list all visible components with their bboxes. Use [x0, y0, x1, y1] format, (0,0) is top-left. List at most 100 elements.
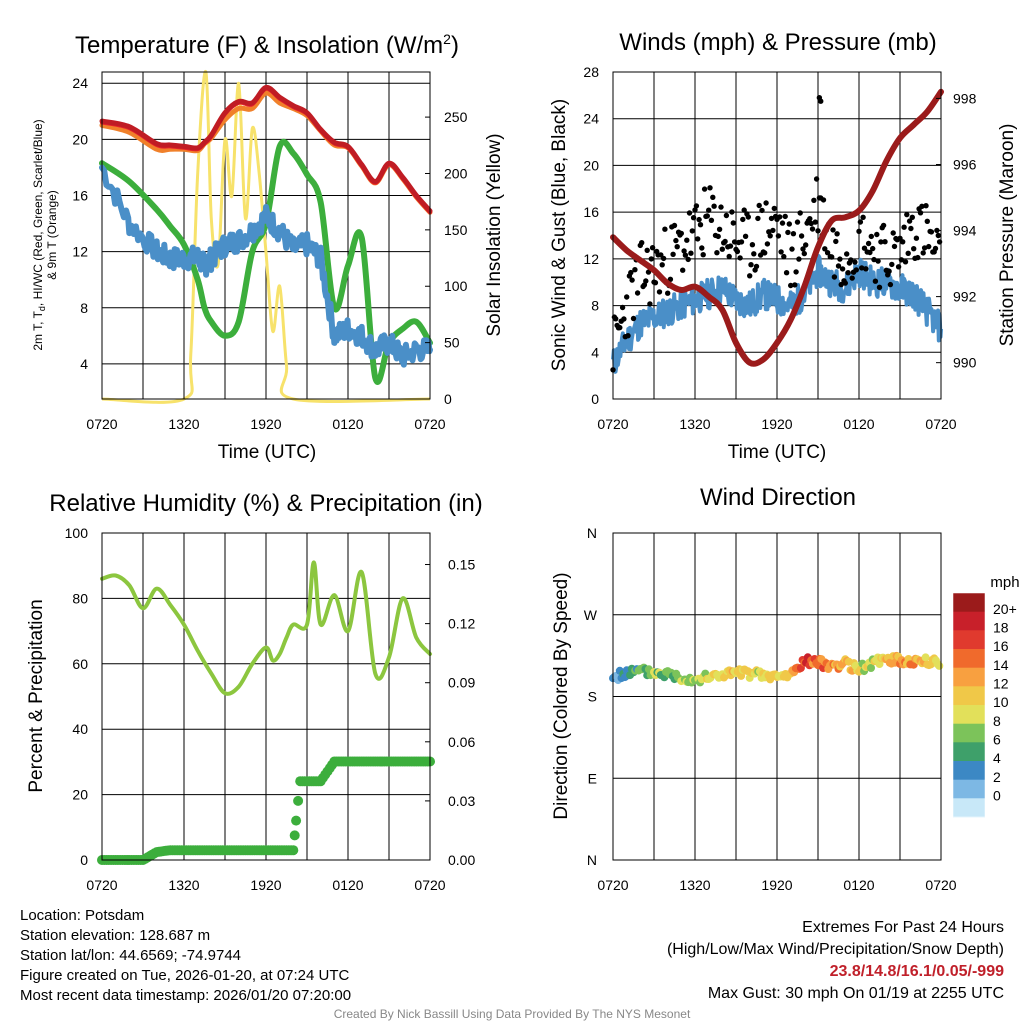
y2-tick-label: 0.03	[448, 793, 475, 809]
x-tick-label: 0120	[332, 416, 363, 432]
tdew-line	[99, 164, 433, 368]
gust-point	[808, 220, 814, 227]
gust-point	[789, 246, 795, 252]
gust-point	[859, 265, 865, 271]
gust-point	[768, 215, 775, 222]
gust-point	[688, 250, 694, 256]
2m-t-line	[99, 84, 433, 214]
gust-point	[697, 222, 704, 228]
gust-point	[835, 263, 842, 269]
gust-point	[707, 185, 713, 191]
extremes-values: 23.8/14.8/16.1/0.05/-999	[829, 963, 1004, 980]
y2-tick-label: 50	[444, 335, 460, 351]
y2-tick-label: 0.09	[448, 675, 475, 691]
gust-point	[824, 250, 831, 256]
gust-point	[625, 333, 631, 339]
direction-point	[921, 653, 930, 662]
x-tick-label: 0720	[925, 877, 956, 893]
temperature-panel: Temperature (F) & Insolation (W/m2) 4 8 12…	[31, 31, 505, 463]
gust-point	[919, 203, 925, 209]
gust-point	[715, 233, 721, 240]
temperature-panel-title: Temperature (F) & Insolation (W/m2)	[75, 31, 459, 59]
gust-point	[734, 248, 741, 255]
x-tick-label: 0720	[597, 877, 628, 893]
gust-point	[861, 245, 868, 251]
station-info: Location: Potsdam Station elevation: 128…	[20, 906, 351, 1006]
gust-point	[890, 230, 896, 236]
recent-timestamp-text: Most recent data timestamp: 2026/01/20 0…	[20, 987, 352, 1004]
gust-point	[775, 233, 782, 239]
gust-point	[923, 203, 929, 209]
wet-bulb-line	[99, 138, 433, 385]
gust-point	[889, 261, 895, 268]
sonic-wind-line	[611, 253, 943, 374]
x-tick-label: 1920	[250, 877, 281, 893]
y-tick-label: 12	[72, 244, 88, 260]
gust-point	[833, 238, 839, 245]
x-tick-label: 0720	[86, 416, 117, 432]
gust-point	[753, 263, 760, 270]
y-tick-label: 100	[65, 525, 89, 541]
humidity-panel-title: Relative Humidity (%) & Precipitation (i…	[49, 490, 482, 517]
gust-point	[788, 282, 794, 289]
gust-point	[644, 247, 650, 253]
gust-point	[624, 294, 630, 300]
gust-point	[660, 255, 667, 262]
insolation-y-label: Solar Insolation (Yellow)	[484, 133, 505, 336]
gust-point	[755, 215, 761, 222]
gust-point	[762, 250, 768, 256]
insolation-y-ticks: 0 50 100 150 200 250	[425, 109, 468, 407]
direction-point	[935, 661, 944, 670]
gust-point	[830, 227, 836, 233]
direction-point	[737, 671, 746, 680]
gust-point	[928, 229, 935, 235]
gust-point	[790, 231, 797, 237]
gust-point	[777, 214, 783, 220]
gust-point	[783, 270, 790, 276]
y-tick-label: 4	[591, 344, 599, 360]
location-text: Location: Potsdam	[20, 907, 145, 924]
colorbar-label: 16	[993, 638, 1009, 654]
gust-point	[674, 244, 680, 250]
gust-point	[662, 226, 668, 232]
temperature-y-label-line1: 2m T, Td, HI/WC (Red, Green, Scarlet/Blu…	[31, 119, 47, 350]
gust-point	[748, 262, 754, 268]
gust-point	[639, 240, 645, 246]
y2-tick-label: 150	[444, 222, 468, 238]
y2-tick-label: 0	[444, 391, 452, 407]
x-tick-label: 0120	[332, 877, 363, 893]
gust-point	[865, 240, 872, 247]
gust-point	[738, 239, 745, 245]
gust-point	[856, 228, 862, 234]
colorbar-label: 6	[993, 732, 1001, 748]
gust-point	[801, 250, 807, 257]
gust-point	[634, 290, 641, 296]
extremes-box: Extremes For Past 24 Hours (High/Low/Max…	[667, 917, 1004, 1005]
gust-point	[741, 207, 747, 213]
gust-point	[880, 222, 887, 229]
winds-plot-frame	[612, 71, 942, 400]
gust-point	[842, 280, 848, 286]
gust-point	[682, 252, 689, 258]
x-tick-label: 0120	[843, 877, 874, 893]
gust-point	[779, 220, 786, 226]
y-tick-label: S	[588, 689, 597, 705]
gust-point	[652, 280, 659, 286]
gust-point	[909, 214, 915, 220]
y-tick-label: 4	[80, 356, 88, 372]
gust-point	[747, 273, 753, 279]
winds-x-ticks: 0720 1320 1920 0120 0720	[597, 394, 957, 432]
gust-point	[932, 245, 939, 252]
y-tick-label: N	[587, 525, 597, 541]
gust-point	[763, 200, 769, 206]
colorbar-label: 12	[993, 676, 1009, 692]
gust-point	[809, 226, 816, 232]
wind-direction-y-label: Direction (Colored By Speed)	[551, 572, 572, 819]
pressure-y-ticks: 990 992 994 996 998	[936, 90, 977, 371]
gust-point	[800, 246, 806, 252]
gust-point	[686, 210, 693, 216]
y2-tick-label: 998	[953, 90, 977, 106]
gust-point	[681, 248, 687, 254]
colorbar-label: 2	[993, 769, 1001, 785]
